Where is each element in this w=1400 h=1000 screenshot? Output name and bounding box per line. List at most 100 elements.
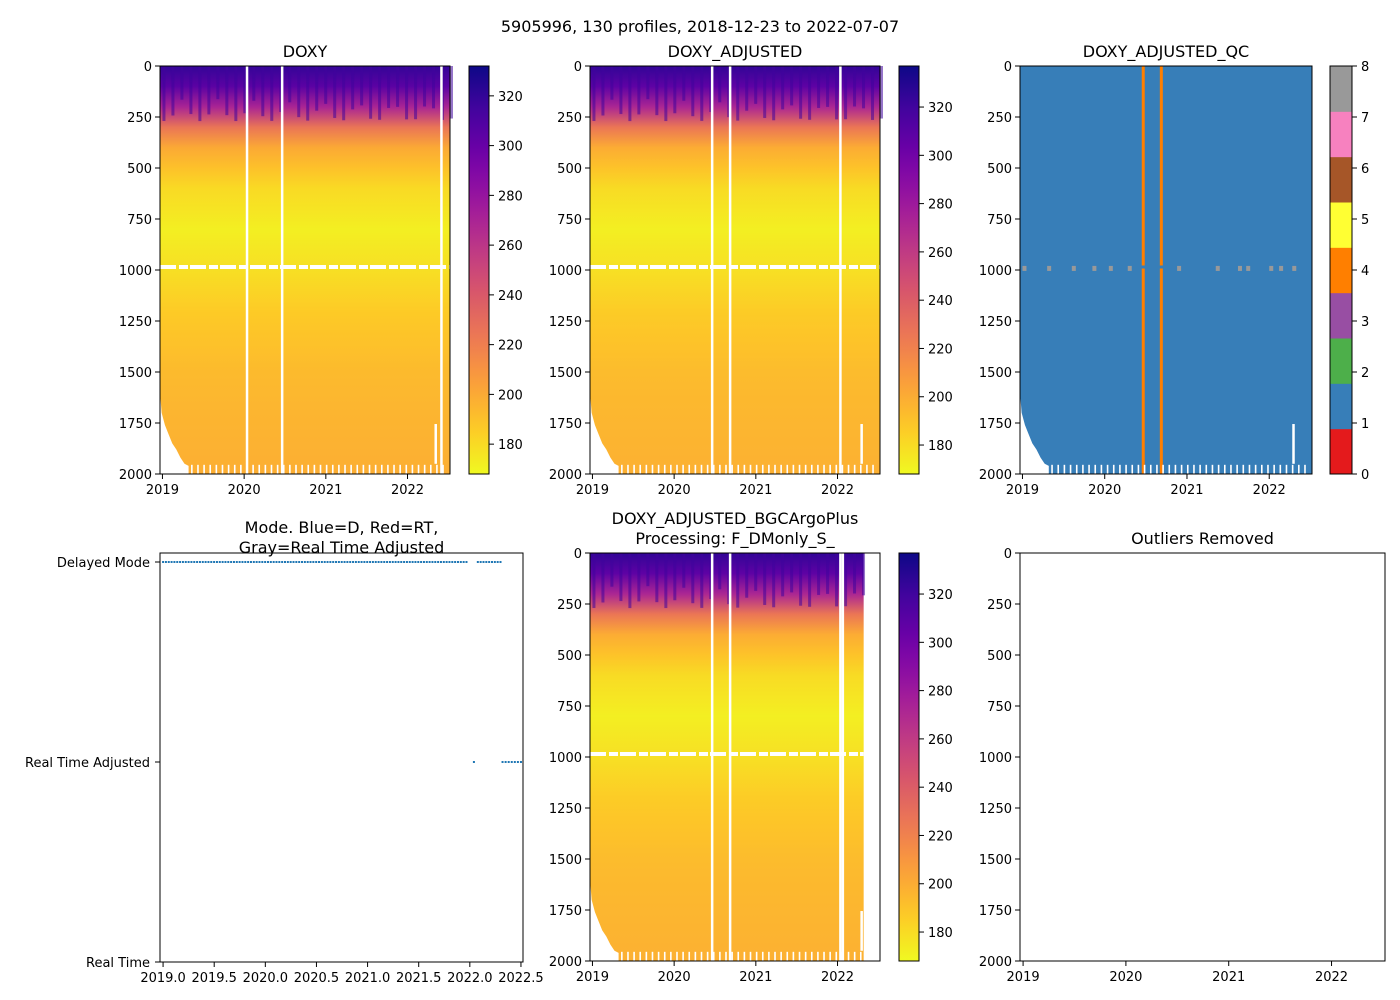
no-data-notch xyxy=(1149,464,1152,474)
surface-streak xyxy=(216,66,220,100)
y-tick-label: 1000 xyxy=(549,264,582,279)
mode-point-delayed xyxy=(352,561,355,563)
no-data-notch xyxy=(694,464,697,474)
surface-streak xyxy=(790,553,794,593)
surface-streak xyxy=(799,66,803,119)
mode-point-delayed xyxy=(490,561,493,563)
mode-point-delayed xyxy=(403,561,406,563)
mode-point-delayed xyxy=(493,561,496,563)
no-data-notch xyxy=(749,464,752,474)
qc-mark-flag-8 xyxy=(1215,265,1220,271)
no-data-notch xyxy=(786,951,789,961)
no-data-notch xyxy=(307,464,310,474)
mode-point-delayed xyxy=(388,561,391,563)
qc-colorbar-segment xyxy=(1330,247,1352,294)
mode-point-delayed xyxy=(400,561,403,563)
colorbar-tick-label: 5 xyxy=(1361,213,1369,228)
no-data-notch xyxy=(1174,464,1177,474)
surface-streak xyxy=(835,66,839,120)
y-tick-label: 0 xyxy=(574,60,582,75)
no-data-notch xyxy=(847,951,850,961)
no-data-notch xyxy=(233,464,236,474)
mode-point-delayed xyxy=(386,561,389,563)
no-data-notch xyxy=(859,464,862,474)
axes-frame xyxy=(1019,552,1386,962)
surface-streak xyxy=(610,553,614,587)
colorbar-tick-label: 240 xyxy=(498,289,523,304)
x-tick-label: 2022 xyxy=(1253,483,1286,498)
mode-point-delayed xyxy=(369,561,372,563)
y-tick-label: 250 xyxy=(557,598,582,613)
no-data-notch xyxy=(829,951,831,961)
missing-profile-partial xyxy=(860,424,863,464)
mode-point-delayed xyxy=(286,561,289,563)
surface-streak xyxy=(781,66,785,110)
no-data-notch xyxy=(1125,464,1127,474)
mode-point-delayed xyxy=(227,561,230,563)
panel-title-line2: Processing: F_DMonly_S_ xyxy=(635,529,835,549)
qc-field-flag-1 xyxy=(1020,66,1312,474)
mode-point-delayed xyxy=(476,561,479,563)
qc-mark-flag-8 xyxy=(1279,265,1284,271)
mode-point-delayed xyxy=(170,561,173,563)
no-data-notch xyxy=(853,951,856,961)
surface-streak xyxy=(763,66,767,118)
qc-colorbar-segment xyxy=(1330,292,1352,339)
y-tick-label: 500 xyxy=(557,162,582,177)
y-tick-label: 1000 xyxy=(979,264,1012,279)
mode-point-delayed xyxy=(439,561,442,563)
no-data-notch xyxy=(417,464,420,474)
surface-streak xyxy=(279,66,283,113)
x-tick-label: 2019 xyxy=(1006,483,1039,498)
no-data-notch xyxy=(639,464,642,474)
no-data-notch xyxy=(1223,464,1226,474)
y-tick-label: 2000 xyxy=(549,955,582,970)
surface-streak xyxy=(637,66,641,115)
colorbar-tick-label: 1 xyxy=(1361,417,1369,432)
y-tick-label: 1500 xyxy=(979,366,1012,381)
y-tick-label: 750 xyxy=(557,700,582,715)
mode-point-delayed xyxy=(337,561,340,563)
mode-point-delayed xyxy=(190,561,193,563)
mode-point-delayed xyxy=(318,561,321,563)
x-tick-label: 2020.5 xyxy=(294,971,340,986)
colorbar-tick-label: 180 xyxy=(928,926,953,941)
missing-profile xyxy=(710,553,714,961)
no-data-notch xyxy=(706,464,709,474)
surface-streak xyxy=(772,66,776,121)
surface-streak xyxy=(628,66,632,122)
no-data-notch xyxy=(792,951,795,961)
qc-colorbar-segment xyxy=(1330,111,1352,158)
x-tick-label: 2021.0 xyxy=(345,971,391,986)
mode-point-delayed xyxy=(411,561,414,563)
surface-streak xyxy=(718,66,722,103)
no-data-notch xyxy=(1267,464,1269,474)
x-tick-label: 2021.5 xyxy=(396,971,442,986)
mode-point-delayed xyxy=(380,561,383,563)
y-tick-label: 1750 xyxy=(979,904,1012,919)
mode-point-delayed xyxy=(292,561,295,563)
surface-streak xyxy=(700,553,704,608)
y-tick-label: 0 xyxy=(1004,547,1012,562)
x-tick-label: 2020 xyxy=(228,483,261,498)
colorbar-tick-label: 260 xyxy=(498,239,523,254)
surface-streak xyxy=(718,553,722,590)
y-tick-label: 1000 xyxy=(549,751,582,766)
mode-point-delayed xyxy=(224,561,227,563)
surface-streak xyxy=(745,66,749,111)
mode-point-delayed xyxy=(442,561,445,563)
mode-point-delayed xyxy=(329,561,332,563)
no-data-notch xyxy=(823,951,825,961)
missing-profile-partial xyxy=(860,911,863,951)
mode-point-delayed xyxy=(176,561,179,563)
no-data-notch xyxy=(688,464,691,474)
axes-frame xyxy=(159,552,524,963)
mode-point-delayed xyxy=(485,561,488,563)
no-data-notch xyxy=(1106,464,1109,474)
y-tick-label: 0 xyxy=(1004,60,1012,75)
y-tick-label: 2000 xyxy=(979,468,1012,483)
surface-streak xyxy=(628,553,632,609)
axes-frame xyxy=(589,552,881,962)
mode-point-delayed xyxy=(235,561,238,563)
no-data-notch xyxy=(436,464,438,474)
